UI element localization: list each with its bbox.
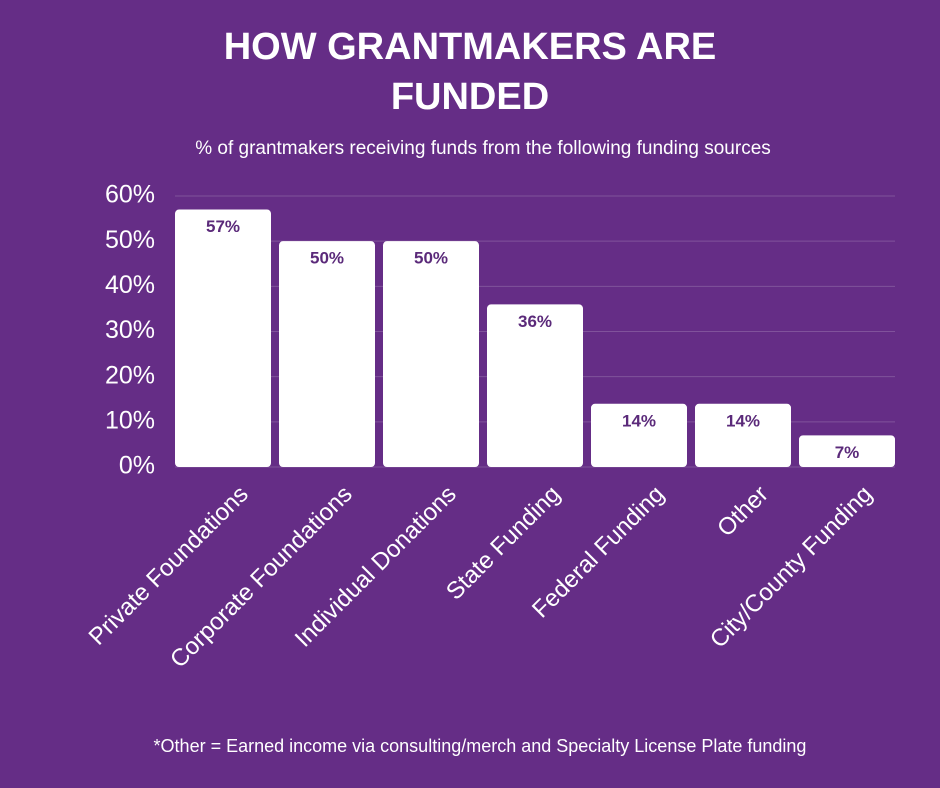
y-tick-label: 60%	[105, 181, 155, 209]
bar	[279, 241, 375, 467]
y-tick-label: 40%	[105, 271, 155, 299]
bar	[799, 435, 895, 467]
chart: 0%10%20%30%40%50%60%Private Foundations5…	[84, 181, 895, 674]
value-label: 57%	[206, 217, 240, 236]
chart-title: HOW GRANTMAKERS ARE FUNDED	[223, 26, 717, 118]
bar	[383, 241, 479, 467]
bar	[695, 403, 791, 467]
value-label: 50%	[310, 249, 344, 268]
x-tick-label: Corporate Foundations	[165, 481, 358, 674]
footnote: *Other = Earned income via consulting/me…	[153, 736, 807, 756]
value-label: 36%	[518, 312, 552, 331]
bar	[487, 304, 583, 467]
value-label: 7%	[835, 443, 860, 462]
y-tick-label: 20%	[105, 361, 155, 389]
value-label: 14%	[622, 411, 656, 430]
value-label: 50%	[414, 249, 448, 268]
y-tick-label: 10%	[105, 406, 155, 434]
bar	[175, 209, 271, 468]
bar	[591, 403, 687, 467]
value-label: 14%	[726, 411, 760, 430]
chart-subtitle: % of grantmakers receiving funds from th…	[195, 138, 771, 159]
y-tick-label: 50%	[105, 226, 155, 254]
x-tick-label: Other	[712, 481, 774, 543]
y-tick-label: 0%	[119, 452, 155, 480]
y-tick-label: 30%	[105, 316, 155, 344]
